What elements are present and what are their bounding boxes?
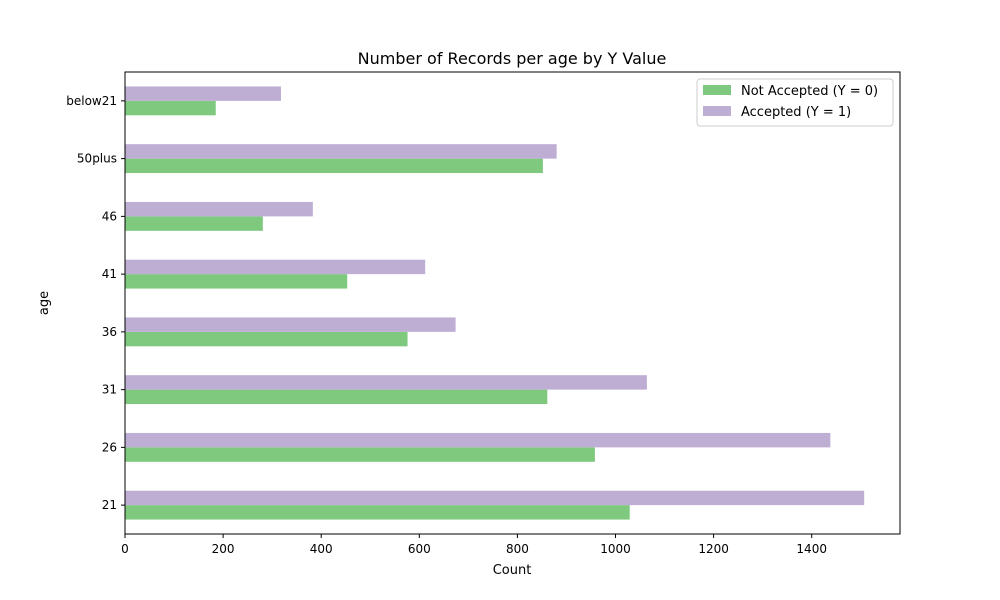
y-tick-label: 31 (102, 383, 117, 397)
y-axis-ticks: 21 26 31 36 41 46 50plus below21 (66, 94, 125, 512)
x-tick-label: 1400 (796, 542, 827, 556)
bar-21-accepted (125, 490, 865, 506)
bar-below21-not-accepted (125, 100, 216, 116)
plot-frame (124, 71, 901, 535)
bar-21-not-accepted (125, 505, 630, 520)
bars-group (125, 86, 865, 520)
bar-50plus-not-accepted (125, 158, 543, 174)
legend: Not Accepted (Y = 0) Accepted (Y = 1) (696, 78, 894, 127)
y-tick-label: 21 (102, 498, 117, 512)
x-tick-label: 400 (310, 542, 333, 556)
x-tick-label: 200 (212, 542, 235, 556)
bar-50plus-accepted (125, 144, 557, 159)
bar-41-not-accepted (125, 274, 348, 289)
y-tick-label: 41 (102, 267, 117, 281)
chart-title: Number of Records per age by Y Value (358, 49, 667, 68)
bar-46-accepted (125, 201, 313, 217)
legend-swatch-accepted (703, 106, 731, 116)
y-tick-label: 46 (102, 209, 117, 223)
x-tick-label: 0 (121, 542, 129, 556)
y-axis-label: age (37, 291, 52, 315)
y-tick-label: 26 (102, 440, 117, 454)
x-tick-label: 600 (408, 542, 431, 556)
bar-31-accepted (125, 375, 647, 390)
legend-frame (696, 78, 894, 127)
x-axis-label: Count (493, 563, 532, 578)
bar-26-accepted (125, 432, 831, 448)
bar-46-not-accepted (125, 216, 263, 231)
x-tick-label: 1000 (600, 542, 631, 556)
x-tick-label: 800 (506, 542, 529, 556)
bar-41-accepted (125, 259, 426, 275)
bar-31-not-accepted (125, 389, 548, 405)
y-tick-label: 36 (102, 325, 117, 339)
legend-label-not-accepted: Not Accepted (Y = 0) (741, 84, 878, 99)
bar-below21-accepted (125, 86, 281, 101)
bar-36-accepted (125, 317, 456, 332)
bar-26-not-accepted (125, 447, 595, 462)
bar-36-not-accepted (125, 331, 408, 347)
x-tick-label: 1200 (698, 542, 729, 556)
y-tick-label: 50plus (77, 152, 117, 166)
y-tick-label: below21 (66, 94, 117, 108)
x-axis-ticks: 0 200 400 600 800 1000 1200 1400 (121, 534, 827, 556)
legend-swatch-not-accepted (703, 85, 731, 95)
legend-label-accepted: Accepted (Y = 1) (741, 105, 851, 120)
